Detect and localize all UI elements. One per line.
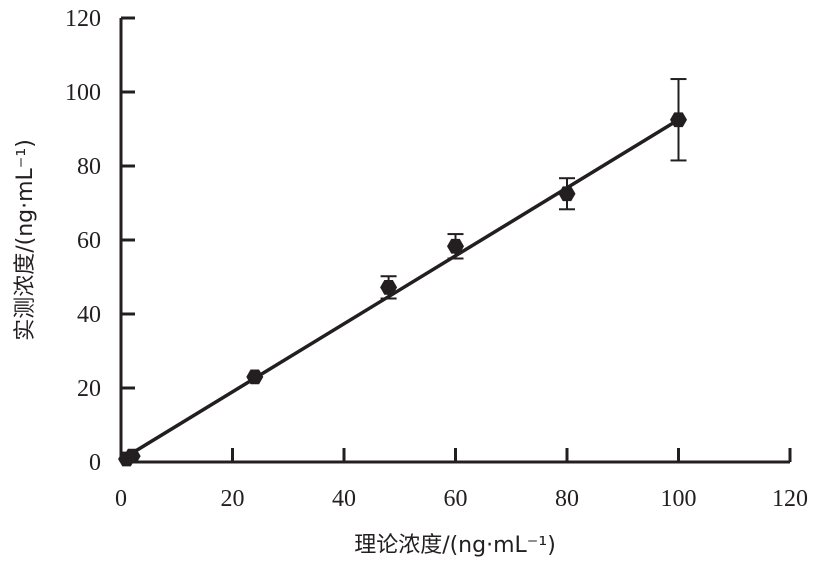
data-point xyxy=(123,448,141,464)
x-tick-label: 100 xyxy=(661,486,697,512)
y-axis-label: 实测浓度/(ng·mL⁻¹) xyxy=(13,139,38,341)
y-tick-label: 120 xyxy=(65,6,101,32)
data-point xyxy=(447,238,464,254)
y-tick-label: 40 xyxy=(77,302,101,328)
x-tick-label: 120 xyxy=(772,486,808,512)
x-tick-label: 80 xyxy=(555,486,579,512)
x-tick-label: 20 xyxy=(221,486,245,512)
data-point xyxy=(380,280,398,295)
data-point xyxy=(670,112,687,128)
y-tick-label: 80 xyxy=(77,154,101,180)
y-tick-label: 100 xyxy=(65,80,101,106)
y-tick-label: 60 xyxy=(77,228,101,254)
data-point xyxy=(558,186,576,202)
x-tick-label: 0 xyxy=(115,486,127,512)
error-bars xyxy=(380,78,687,300)
x-tick-label: 60 xyxy=(444,486,468,512)
y-tick-label: 0 xyxy=(89,450,101,476)
data-points xyxy=(118,112,687,467)
x-axis-label: 理论浓度/(ng·mL⁻¹) xyxy=(354,533,556,558)
x-tick-label: 40 xyxy=(332,486,356,512)
tick-marks xyxy=(121,16,792,462)
fit-line xyxy=(125,118,680,458)
y-tick-label: 20 xyxy=(77,376,101,402)
y-tick-labels: 0 20 40 60 80 100 120 xyxy=(65,6,101,476)
x-tick-labels: 0 20 40 60 80 100 120 xyxy=(115,486,808,512)
data-point xyxy=(246,369,264,385)
